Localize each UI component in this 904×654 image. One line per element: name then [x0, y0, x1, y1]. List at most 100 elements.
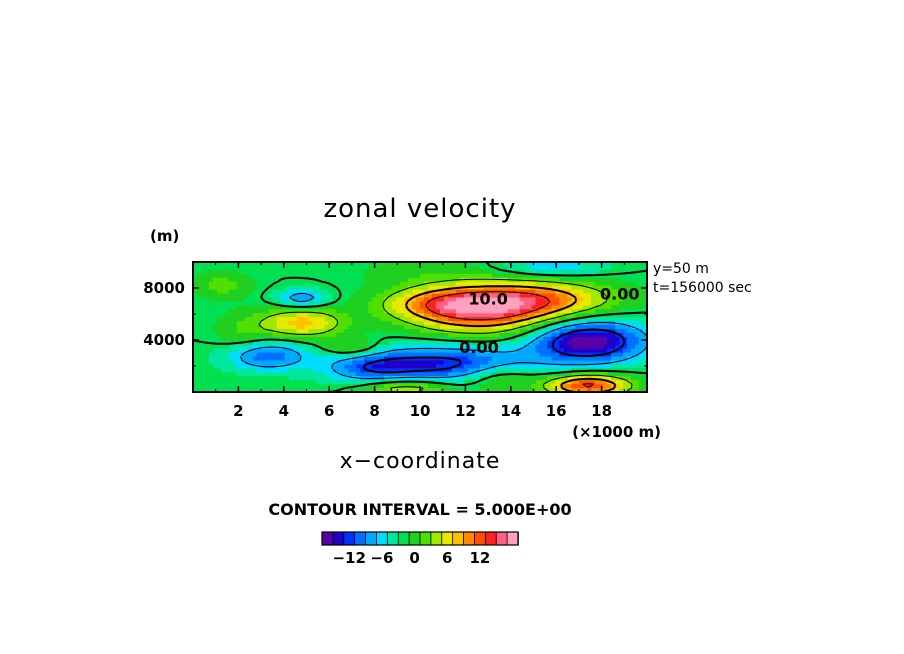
heatmap-cell [611, 376, 616, 381]
heatmap-cell [232, 293, 238, 299]
heatmap-cell [400, 281, 405, 287]
heatmap-cell [260, 356, 266, 362]
heatmap-cell [248, 265, 254, 271]
heatmap-cell [204, 309, 210, 314]
heatmap-cell [575, 301, 580, 306]
heatmap-cell [503, 368, 509, 373]
heatmap-cell [511, 380, 517, 385]
heatmap-cell [200, 285, 206, 291]
heatmap-cell [619, 301, 624, 306]
heatmap-cell [643, 328, 647, 334]
heatmap-cell [463, 376, 469, 381]
heatmap-cell [527, 293, 533, 299]
heatmap-cell [408, 336, 413, 342]
heatmap-cell [196, 380, 202, 385]
heatmap-cell [236, 313, 242, 318]
heatmap-cell [623, 321, 628, 326]
heatmap-cell [193, 317, 198, 322]
heatmap-cell [423, 262, 429, 267]
heatmap-cell [495, 328, 501, 334]
heatmap-cell [284, 305, 290, 310]
heatmap-cell [340, 293, 345, 299]
heatmap-cell [340, 317, 345, 322]
heatmap-cell [304, 281, 310, 287]
heatmap-cell [427, 277, 433, 283]
heatmap-cell [328, 388, 333, 392]
heatmap-cell [547, 360, 553, 366]
heatmap-cell [539, 277, 545, 283]
heatmap-cell [284, 372, 290, 377]
heatmap-cell [471, 285, 477, 291]
heatmap-cell [320, 262, 326, 267]
heatmap-cell [340, 344, 345, 350]
heatmap-cell [447, 344, 453, 350]
heatmap-cell [372, 340, 377, 346]
heatmap-cell [344, 328, 349, 334]
heatmap-cell [447, 313, 453, 318]
heatmap-cell [228, 388, 234, 392]
heatmap-cell [324, 384, 329, 389]
heatmap-cell [216, 372, 222, 377]
heatmap-cell [312, 376, 318, 381]
heatmap-cell [388, 269, 393, 275]
heatmap-cell [296, 340, 302, 346]
heatmap-cell [591, 309, 596, 314]
heatmap-cell [459, 269, 465, 275]
heatmap-cell [384, 273, 389, 279]
heatmap-cell [631, 262, 636, 267]
heatmap-cell [547, 262, 553, 267]
heatmap-cell [360, 340, 365, 346]
heatmap-cell [356, 293, 361, 299]
heatmap-cell [435, 348, 441, 354]
heatmap-cell [627, 348, 632, 354]
heatmap-cell [356, 356, 361, 362]
heatmap-cell [380, 352, 385, 358]
heatmap-cell [435, 321, 441, 326]
heatmap-cell [447, 340, 453, 346]
heatmap-cell [619, 309, 624, 314]
heatmap-cell [531, 332, 537, 338]
heatmap-cell [547, 301, 553, 306]
heatmap-cell [579, 344, 584, 350]
heatmap-cell [483, 321, 489, 326]
heatmap-cell [312, 281, 318, 287]
heatmap-cell [244, 388, 250, 392]
x-axis-title: x−coordinate [340, 449, 501, 474]
heatmap-cell [216, 384, 222, 389]
heatmap-cell [515, 384, 521, 389]
heatmap-cell [360, 262, 365, 267]
heatmap-cell [320, 388, 326, 392]
heatmap-cell [328, 332, 333, 338]
heatmap-cell [643, 384, 647, 389]
heatmap-cell [376, 336, 381, 342]
heatmap-cell [312, 372, 318, 377]
heatmap-cell [607, 281, 612, 287]
heatmap-cell [356, 262, 361, 267]
heatmap-cell [220, 321, 226, 326]
colorbar-swatch [506, 531, 519, 546]
heatmap-cell [607, 372, 612, 377]
heatmap-cell [567, 364, 572, 369]
heatmap-cell [193, 384, 198, 389]
heatmap-cell [591, 317, 596, 322]
heatmap-cell [280, 262, 286, 267]
heatmap-cell [507, 325, 513, 330]
heatmap-cell [252, 352, 258, 358]
heatmap-cell [447, 348, 453, 354]
heatmap-cell [491, 340, 497, 346]
heatmap-cell [296, 293, 302, 299]
heatmap-cell [619, 277, 624, 283]
heatmap-cell [400, 352, 405, 358]
heatmap-cell [340, 364, 345, 369]
heatmap-cell [384, 285, 389, 291]
heatmap-cell [527, 356, 533, 362]
heatmap-cell [344, 352, 349, 358]
heatmap-cell [284, 388, 290, 392]
heatmap-cell [547, 368, 553, 373]
heatmap-cell [228, 368, 234, 373]
heatmap-cell [316, 360, 322, 366]
heatmap-cell [519, 301, 525, 306]
heatmap-cell [228, 305, 234, 310]
heatmap-cell [531, 376, 537, 381]
colorbar-swatch [452, 531, 465, 546]
